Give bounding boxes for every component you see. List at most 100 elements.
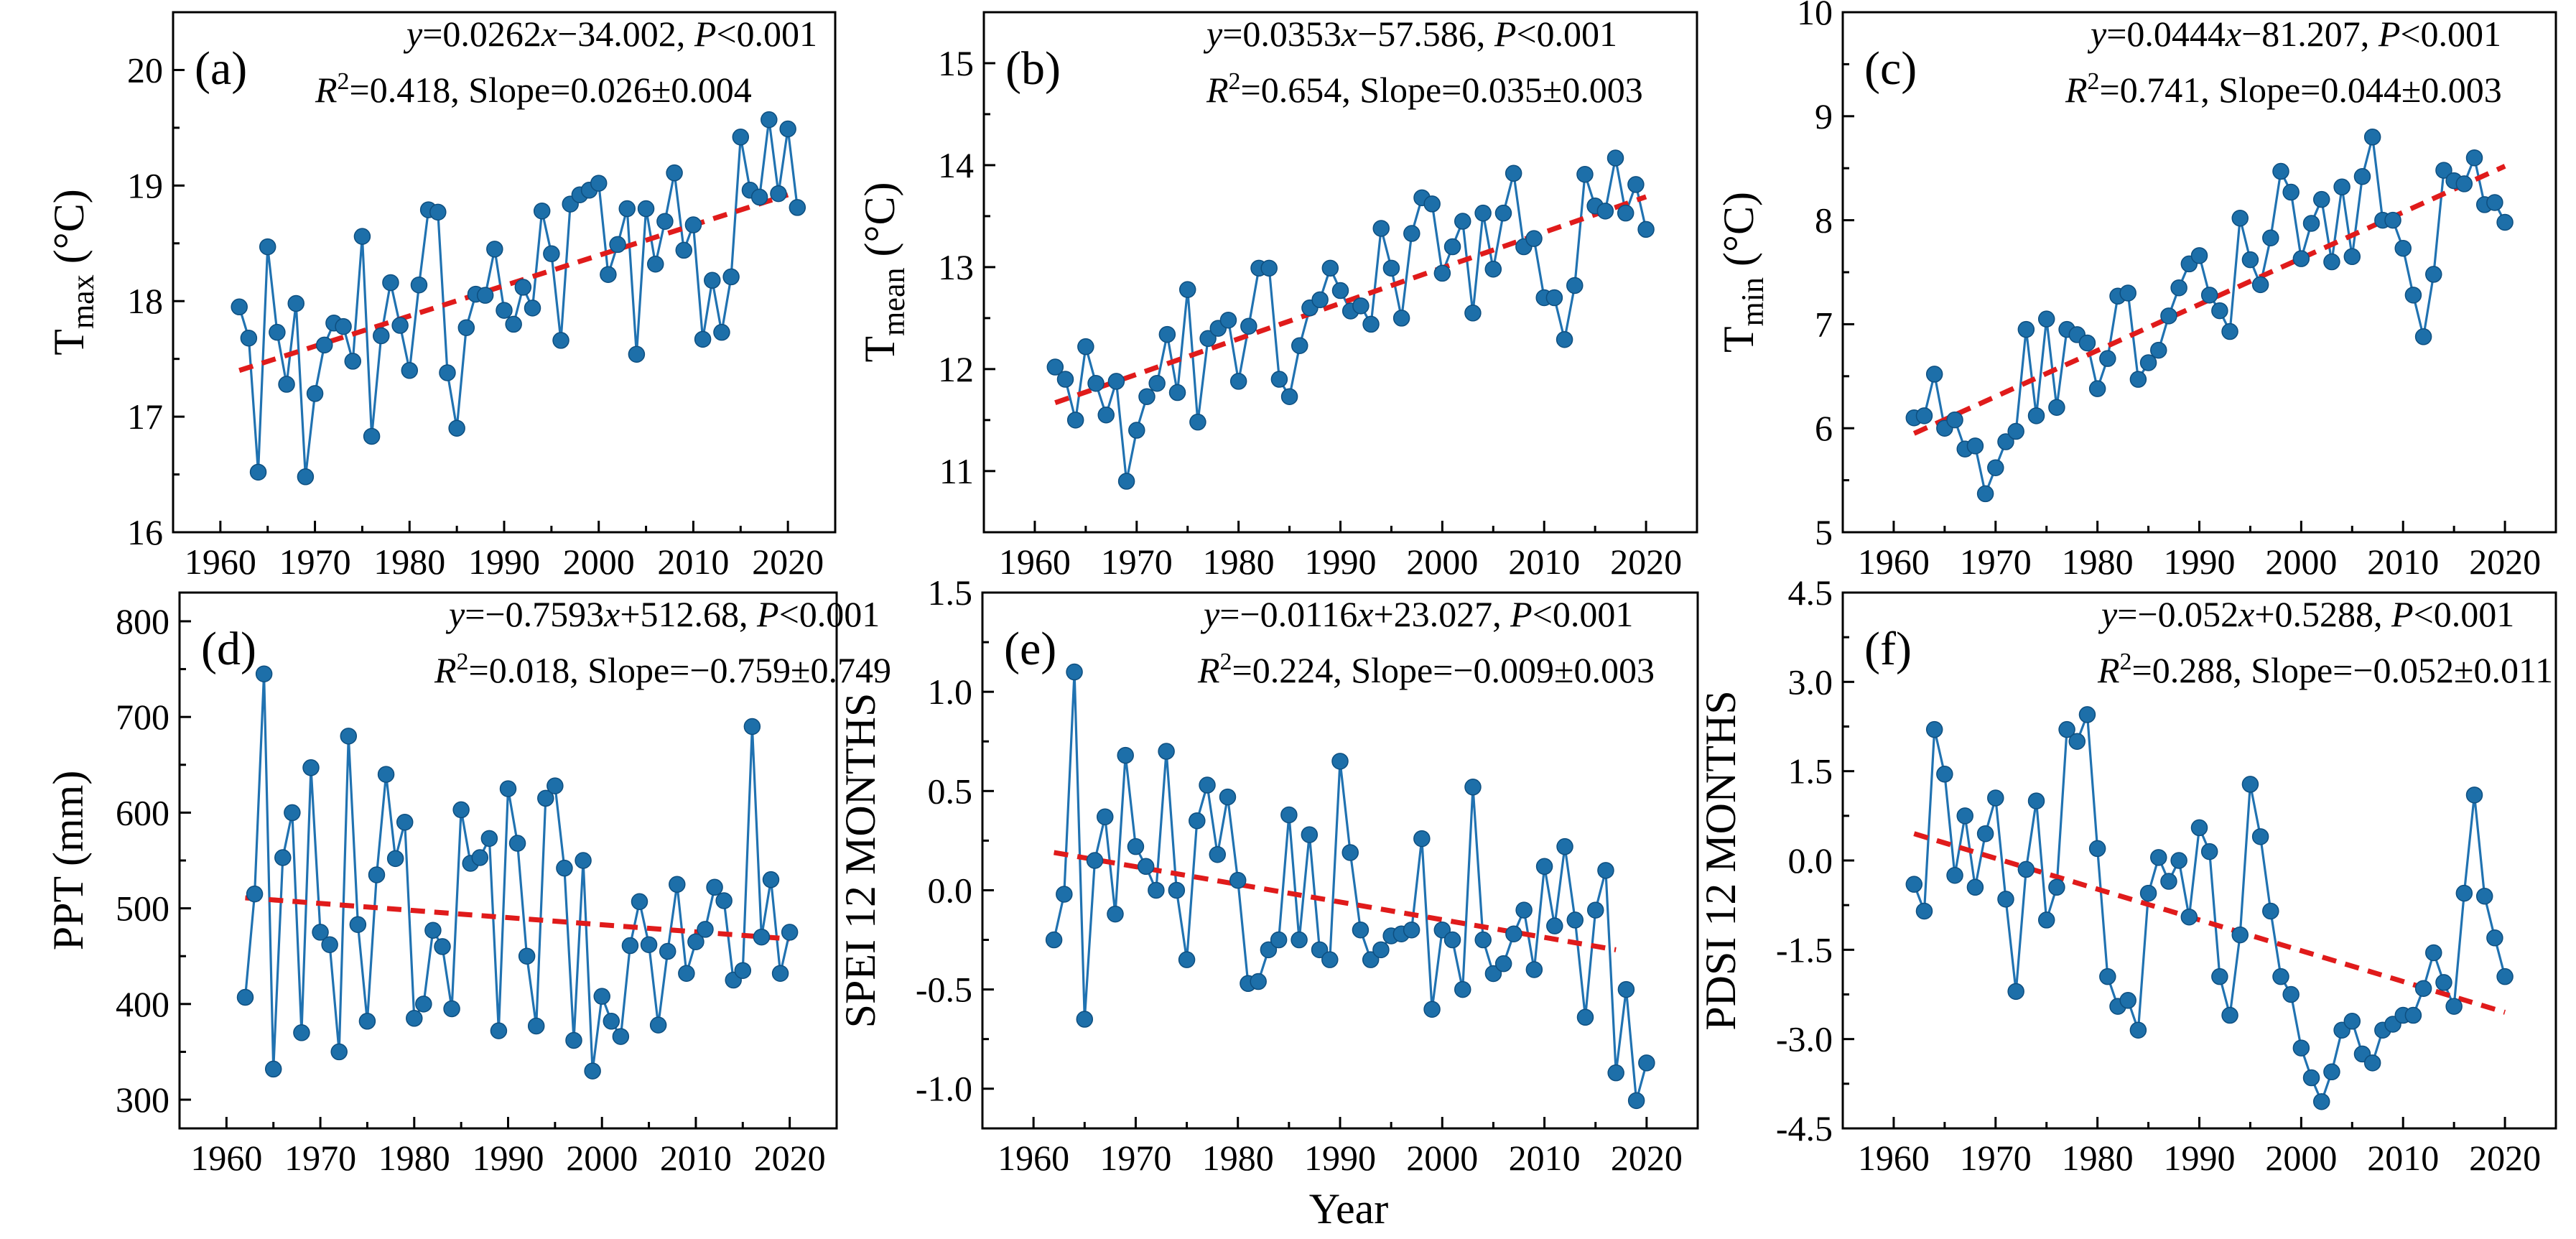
x-tick-label: 1990 (473, 1138, 544, 1178)
data-point (2292, 250, 2310, 267)
data-point (640, 936, 658, 953)
panel-b: 1960 1970 1980 1990 2000 2010 2020 11 12 13 14 15 Tm… (856, 11, 1698, 582)
data-point (2455, 884, 2473, 902)
data-point (1199, 776, 1216, 794)
data-point (2160, 873, 2177, 890)
data-point (476, 287, 494, 304)
data-point (2037, 911, 2055, 929)
data-point (1433, 264, 1451, 282)
regression-stats: R2=0.288, Slope=−0.052±0.011 (2097, 649, 2553, 690)
equation-run: y (2087, 14, 2107, 54)
data-point (1443, 238, 1461, 256)
data-point (1976, 825, 1994, 843)
data-point (2078, 706, 2096, 723)
data-point (1484, 260, 1502, 278)
data-point (1158, 743, 1175, 760)
data-point (1617, 980, 1635, 998)
equation-run: y (1203, 14, 1223, 54)
data-point (312, 924, 329, 941)
regression-stats: R2=0.418, Slope=0.026±0.004 (315, 68, 752, 110)
regression-equation: y=−0.7593x+512.68, P<0.001 (445, 594, 880, 634)
data-point (1484, 965, 1502, 983)
equation-run: +512.68, (620, 594, 757, 634)
data-point (424, 922, 442, 939)
data-point (1128, 422, 1145, 439)
data-point (2221, 1006, 2238, 1024)
data-point (1331, 753, 1349, 770)
equation-run: x (2225, 14, 2241, 54)
y-tick-label: 11 (939, 451, 974, 491)
stats-run: R (1197, 650, 1220, 690)
x-tick-label: 1970 (1960, 1138, 2032, 1178)
y-tick-label: 1.0 (928, 672, 973, 712)
panel-e: 1960 1970 1980 1990 2000 2010 2020 -1.0 -0.5 0.0 0… (837, 572, 1699, 1178)
data-point (2435, 974, 2452, 991)
equation-run: y (1200, 594, 1220, 634)
data-point (1127, 837, 1145, 855)
data-point (490, 1022, 508, 1039)
data-point (734, 962, 752, 979)
data-point (1966, 878, 1984, 896)
data-point (1987, 789, 2004, 807)
x-tick-label: 1960 (999, 542, 1071, 582)
data-point (1946, 866, 1963, 884)
data-point (349, 916, 367, 934)
data-point (770, 185, 787, 203)
data-point (1137, 858, 1155, 876)
data-point (2323, 1063, 2340, 1081)
data-point (1987, 459, 2004, 476)
stats-superscript: 2 (2120, 649, 2132, 675)
series-line (243, 674, 791, 1072)
data-point (2343, 248, 2361, 266)
y-tick-label: 1.5 (928, 572, 973, 613)
series-line (1053, 672, 1648, 1101)
data-point (1148, 881, 1165, 899)
data-point (1494, 204, 1512, 222)
data-point (293, 1024, 310, 1041)
equation-run: P (2378, 14, 2401, 54)
stats-run: =0.654, Slope=0.035±0.003 (1241, 70, 1643, 110)
data-point (1250, 973, 1267, 990)
trend-line (1912, 164, 2506, 436)
data-point (584, 1062, 601, 1080)
data-point (1097, 406, 1115, 424)
y-tick-label: 19 (127, 165, 163, 205)
data-point (1352, 297, 1370, 315)
y-axis-title: Tmax (°C) (45, 189, 101, 355)
equation-run: =0.0262 (422, 14, 541, 54)
equation-run: −81.207, (2241, 14, 2379, 54)
data-point (2017, 860, 2035, 878)
data-point (2435, 162, 2452, 179)
equation-run: x (2238, 594, 2254, 634)
y-axis-title: PDSI 12 MONTHS (1697, 690, 1744, 1030)
x-tick-label: 1970 (284, 1138, 356, 1178)
data-point (1617, 204, 1635, 222)
data-point (1321, 259, 1339, 277)
equation-run: =0.0444 (2106, 14, 2226, 54)
y-tick-label: -3.0 (1776, 1019, 1833, 1059)
data-point (646, 255, 664, 273)
data-point (2231, 926, 2249, 944)
data-point (1976, 485, 1994, 503)
data-point (1362, 951, 1380, 968)
data-point (609, 236, 626, 254)
data-point (2211, 967, 2228, 985)
equation-run: =−0.7593 (465, 594, 604, 634)
data-point (2475, 887, 2493, 905)
x-tick-label: 1990 (1304, 1138, 1376, 1178)
y-tick-label: 15 (938, 43, 974, 83)
x-tick-label: 1960 (1858, 1138, 1930, 1178)
data-point (678, 965, 695, 982)
y-tick-label: 700 (116, 697, 169, 737)
data-point (618, 200, 636, 218)
data-point (439, 364, 456, 381)
y-tick-label: 18 (127, 281, 163, 321)
data-point (236, 988, 254, 1006)
y-axis-title-main: SPEI 12 MONTHS (837, 693, 884, 1029)
data-point (2037, 310, 2055, 328)
data-point (2190, 819, 2208, 837)
y-tick-label: 13 (938, 247, 974, 287)
equation-run: <0.001 (1516, 14, 1617, 54)
data-point (499, 780, 517, 797)
equation-run: P (1494, 14, 1517, 54)
